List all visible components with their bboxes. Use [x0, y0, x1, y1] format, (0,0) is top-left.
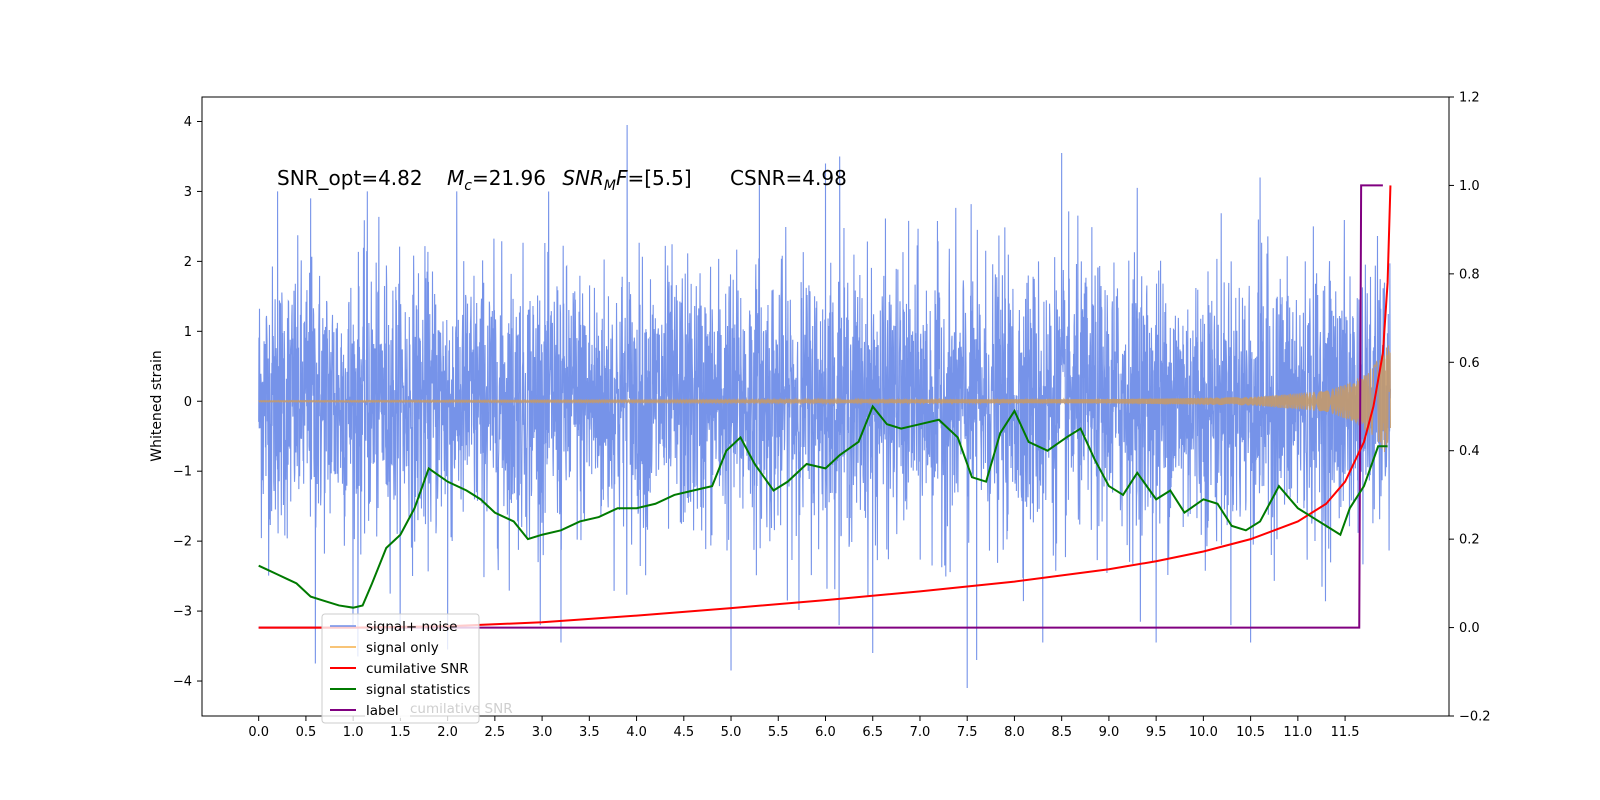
annotation-mc-value: =21.96 — [472, 166, 546, 190]
y-tick-label: 0 — [184, 395, 192, 410]
x-tick-label: 6.0 — [815, 725, 836, 740]
x-tick-label: 8.5 — [1051, 725, 1072, 740]
series-signal-noise-line — [258, 124, 1391, 689]
x-axis: 0.0 0.5 1.0 1.5 2.0 2.5 3.0 3.5 4.0 4.5 5.0 5.5 6.0 6… — [248, 716, 1360, 740]
x-tick-label: 0.0 — [248, 725, 269, 740]
annotation-mc-sub: c — [464, 178, 472, 194]
annotation-snrmf-sub: M — [604, 178, 616, 194]
y2-tick-label: 0.4 — [1459, 444, 1480, 459]
legend-label: cumilative SNR — [366, 661, 469, 677]
y-tick-label: −4 — [173, 675, 192, 690]
x-tick-label: 1.0 — [343, 725, 364, 740]
y-tick-label: 2 — [184, 255, 192, 270]
annotation-snrmf-symbol: SNR — [562, 166, 604, 190]
series-cumulative-snr-line — [258, 185, 1392, 629]
x-tick-label: 1.5 — [390, 725, 411, 740]
svg-text:SNR_opt=4.82 Mc=21.96: SNR_opt=4.82 Mc=21.96 SNRMF=[5.5] CSNR=4… — [277, 166, 847, 194]
x-tick-label: 9.0 — [1099, 725, 1120, 740]
legend-hidden-text: cumilative SNR — [410, 701, 513, 717]
annotation-snrmf-f: F — [616, 166, 628, 190]
y-axis-left: 4 3 2 1 0 −1 −2 −3 −4 — [173, 115, 202, 690]
x-tick-label: 7.5 — [957, 725, 978, 740]
y-tick-label: 1 — [184, 325, 192, 340]
y2-tick-label: 0.6 — [1459, 356, 1480, 371]
legend-label: signal statistics — [366, 682, 470, 698]
y2-tick-label: 0.0 — [1459, 621, 1480, 636]
annotation-csnr: CSNR=4.98 — [730, 166, 847, 190]
x-tick-label: 4.0 — [626, 725, 647, 740]
x-tick-label: 7.0 — [910, 725, 931, 740]
x-tick-label: 9.5 — [1146, 725, 1167, 740]
y2-tick-label: 1.0 — [1459, 179, 1480, 194]
x-tick-label: 4.5 — [673, 725, 694, 740]
y2-tick-label: −0.2 — [1459, 710, 1491, 725]
x-tick-label: 2.0 — [437, 725, 458, 740]
y-tick-label: 3 — [184, 185, 192, 200]
y2-tick-label: 1.2 — [1459, 91, 1480, 106]
legend-label: signal+ noise — [366, 619, 457, 635]
x-tick-label: 5.5 — [768, 725, 789, 740]
x-tick-label: 11.5 — [1331, 725, 1360, 740]
x-tick-label: 10.5 — [1236, 725, 1265, 740]
x-tick-label: 0.5 — [296, 725, 317, 740]
x-tick-label: 11.0 — [1283, 725, 1312, 740]
x-tick-label: 3.0 — [532, 725, 553, 740]
series-label-line — [258, 184, 1383, 629]
plot-area — [258, 124, 1392, 689]
y-tick-label: −1 — [173, 465, 192, 480]
y-tick-label: 4 — [184, 115, 192, 130]
annotation-snr-opt: SNR_opt=4.82 — [277, 166, 423, 190]
legend-label: label — [366, 703, 399, 719]
legend-label: signal only — [366, 640, 439, 656]
x-tick-label: 3.5 — [579, 725, 600, 740]
y-tick-label: −3 — [173, 605, 192, 620]
y2-tick-label: 0.2 — [1459, 533, 1480, 548]
y2-tick-label: 0.8 — [1459, 267, 1480, 282]
annotation-text: SNR_opt=4.82 Mc=21.96 SNRMF=[5.5] CSNR=4… — [277, 166, 847, 194]
series-signal-only-line — [258, 345, 1391, 453]
y-axis-right: 1.2 1.0 0.8 0.6 0.4 0.2 0.0 −0.2 — [1449, 91, 1491, 725]
x-tick-label: 5.0 — [721, 725, 742, 740]
annotation-snrmf-value: =[5.5] — [628, 166, 692, 190]
legend-box — [321, 613, 480, 724]
x-tick-label: 6.5 — [862, 725, 883, 740]
y-axis-title: Whitened strain — [149, 350, 165, 461]
x-tick-label: 8.0 — [1004, 725, 1025, 740]
annotation-mc-symbol: M — [447, 166, 464, 190]
x-tick-label: 10.0 — [1189, 725, 1218, 740]
y-tick-label: −2 — [173, 535, 192, 550]
legend: cumilative SNR signal+ noise signal only c… — [321, 613, 513, 724]
series-signal-statistics-line — [258, 404, 1388, 609]
x-tick-label: 2.5 — [485, 725, 506, 740]
